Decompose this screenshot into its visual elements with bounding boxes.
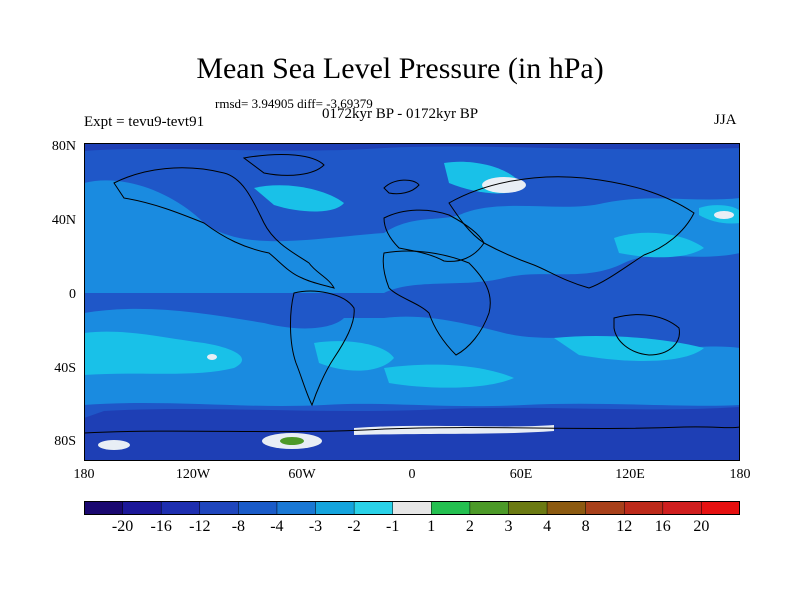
- coastlines: [84, 154, 740, 434]
- colorbar-cell: [238, 501, 278, 515]
- colorbar: [84, 501, 740, 515]
- contour-region: [84, 308, 740, 407]
- colorbar-cell: [585, 501, 625, 515]
- contour-region: [84, 180, 740, 293]
- colorbar-label: -1: [386, 518, 400, 535]
- lat-label-80s: 80S: [54, 434, 76, 449]
- lon-label-180w: 180: [73, 467, 95, 482]
- colorbar-cell: [353, 501, 394, 515]
- colorbar-cell: [469, 501, 510, 515]
- colorbar-label: 16: [654, 518, 671, 535]
- contour-region: [714, 211, 734, 219]
- lon-label-0: 0: [408, 467, 416, 482]
- colorbar-cell: [160, 501, 201, 515]
- lon-label-120e: 120E: [615, 467, 645, 482]
- lon-label-180e: 180: [729, 467, 751, 482]
- coastline-north-america: [113, 167, 335, 289]
- pressure-map: [84, 143, 740, 461]
- colorbar-label: -8: [231, 518, 246, 535]
- colorbar-label: -4: [270, 518, 284, 535]
- colorbar-label: -12: [189, 518, 211, 535]
- lon-label-60w: 60W: [288, 467, 316, 482]
- colorbar-label: -16: [150, 518, 172, 535]
- contour-region: [614, 232, 704, 258]
- coastline-europe: [383, 209, 485, 262]
- lat-label-40n: 40N: [51, 213, 76, 228]
- colorbar-cell: [662, 501, 703, 515]
- colorbar-cell: [315, 501, 355, 515]
- stats-label: rmsd= 3.94905 diff= -3.69379: [215, 96, 373, 111]
- lat-label-80n: 80N: [51, 139, 76, 154]
- colorbar-frame: [84, 501, 740, 515]
- colorbar-label: 3: [504, 518, 513, 535]
- colorbar-cell: [701, 501, 740, 515]
- colorbar-cells: [84, 501, 740, 515]
- experiment-label: Expt = tevu9-tevt91: [84, 114, 205, 130]
- colorbar-cell: [122, 501, 162, 515]
- contour-region: [280, 437, 304, 445]
- colorbar-cell: [431, 501, 471, 515]
- contour-region: [482, 177, 526, 193]
- colorbar-label: 20: [693, 518, 710, 535]
- contour-region: [314, 341, 394, 371]
- chart-title: Mean Sea Level Pressure (in hPa): [196, 52, 604, 85]
- colorbar-cell: [199, 501, 240, 515]
- colorbar-cell: [392, 501, 433, 515]
- coastline-asia: [448, 176, 695, 289]
- lat-label-40s: 40S: [54, 361, 76, 376]
- map-frame: [84, 143, 740, 461]
- coastline-scandinavia: [383, 179, 420, 195]
- colorbar-label: 8: [581, 518, 590, 535]
- colorbar-label: 1: [427, 518, 436, 535]
- coastline-australia: [613, 314, 680, 356]
- coastline-south-america: [289, 290, 355, 407]
- colorbar-cell: [546, 501, 587, 515]
- colorbar-cell: [508, 501, 548, 515]
- coastline-greenland: [242, 154, 325, 176]
- colorbar-cell: [276, 501, 317, 515]
- coastline-africa: [382, 250, 491, 356]
- colorbar-label: 2: [465, 518, 474, 535]
- lat-label-eq: 0: [69, 287, 76, 302]
- coastline-antarctica: [84, 426, 740, 434]
- contour-region: [384, 364, 514, 388]
- colorbar-label: -3: [308, 518, 323, 535]
- colorbar-cell: [84, 501, 124, 515]
- contour-region: [254, 185, 344, 212]
- colorbar-label: 4: [543, 518, 552, 535]
- season-label: JJA: [714, 112, 737, 128]
- colorbar-label: -2: [347, 518, 361, 535]
- lon-label-60e: 60E: [509, 467, 533, 482]
- lon-label-120w: 120W: [175, 467, 211, 482]
- colorbar-label: -20: [111, 518, 134, 535]
- colorbar-cell: [623, 501, 664, 515]
- contour-region: [84, 143, 740, 151]
- period-label: 0172kyr BP - 0172kyr BP: [322, 106, 479, 122]
- colorbar-label: 12: [616, 518, 633, 535]
- contour-region: [84, 331, 243, 375]
- contour-region: [98, 440, 130, 450]
- contour-region: [207, 354, 217, 360]
